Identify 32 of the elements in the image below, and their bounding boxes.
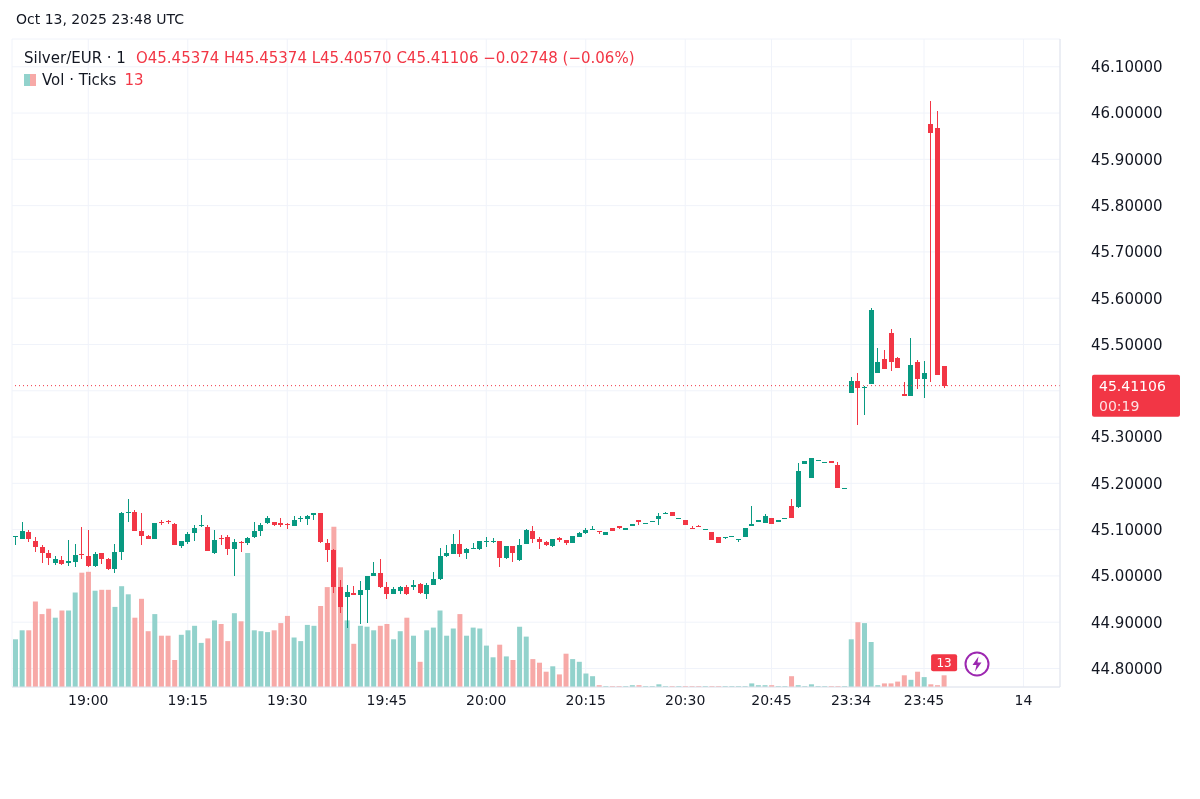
x-tick-label: 19:30 xyxy=(267,691,308,708)
text: 13 xyxy=(124,71,144,89)
y-tick-label: 45.10000 xyxy=(1091,520,1163,539)
y-tick-label: 44.80000 xyxy=(1091,659,1163,678)
y-tick-label: 45.50000 xyxy=(1091,335,1163,354)
y-tick-label: 46.00000 xyxy=(1091,104,1163,123)
y-tick-label: 45.00000 xyxy=(1091,567,1163,586)
x-tick-label: 23:45 xyxy=(903,691,945,708)
y-tick-label: 44.90000 xyxy=(1091,613,1163,632)
x-tick-label: 20:00 xyxy=(466,691,507,708)
x-tick-label: 20:45 xyxy=(751,691,792,708)
x-tick-label: 23:34 xyxy=(830,691,872,708)
x-tick-label: 19:45 xyxy=(366,691,407,708)
text: 00:19 xyxy=(1099,397,1140,414)
text: Silver/EUR · 1 xyxy=(24,49,126,67)
y-tick-label: 45.70000 xyxy=(1091,243,1163,262)
y-tick-label: 45.30000 xyxy=(1091,428,1163,447)
x-tick-label: 20:15 xyxy=(565,691,606,708)
ref-line-label: 45.41106 xyxy=(1099,377,1166,394)
text: O45.45374 H45.45374 L45.40570 C45.41106 −0.02748 (−0.06%) xyxy=(135,49,635,67)
y-tick-label: 45.60000 xyxy=(1091,289,1163,308)
legend-label: Vol · Ticks xyxy=(42,71,117,89)
y-tick-label: 45.20000 xyxy=(1091,474,1163,493)
x-tick-label: 20:30 xyxy=(665,691,706,708)
y-tick-label: 46.10000 xyxy=(1091,58,1163,77)
data-label: 13 xyxy=(936,656,952,671)
x-tick-label: 14 xyxy=(1014,691,1033,708)
x-tick-label: 19:00 xyxy=(68,691,109,708)
text: Oct 13, 2025 23:48 UTC xyxy=(16,11,184,27)
y-tick-label: 45.90000 xyxy=(1091,150,1163,169)
x-tick-label: 19:15 xyxy=(167,691,208,708)
y-tick-label: 45.80000 xyxy=(1091,196,1163,215)
